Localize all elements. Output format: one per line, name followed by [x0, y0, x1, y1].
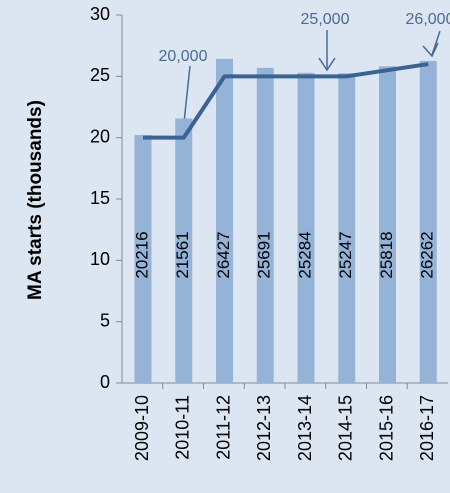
y-tick-label: 10: [90, 249, 110, 269]
x-tick-label: 2016-17: [417, 395, 437, 461]
y-tick-label: 15: [90, 188, 110, 208]
x-tick-label: 2010-11: [173, 395, 193, 460]
line: [143, 62, 429, 140]
x-tick-label: 2015-16: [376, 395, 396, 461]
y-tick-label: 20: [90, 126, 110, 146]
value-label: 25818: [377, 231, 396, 278]
bar: [379, 66, 396, 384]
annotation: 25,000: [301, 11, 350, 28]
annotation: 26,000: [406, 11, 450, 28]
y-tick-label: 0: [100, 372, 110, 392]
y-tick-label: 25: [90, 65, 110, 85]
bar: [216, 58, 233, 384]
bar: [338, 73, 356, 383]
x-tick-label: 2014-15: [336, 395, 356, 461]
bar: [419, 60, 437, 384]
value-label: 25691: [255, 231, 274, 278]
value-label: 25284: [295, 231, 314, 278]
y-axis-label: MA starts (thousands): [25, 100, 46, 300]
x-tick-label: 2012-13: [254, 395, 274, 461]
x-tick-label: 2013-14: [295, 395, 315, 461]
value-label: 21561: [173, 231, 192, 278]
bar: [256, 67, 274, 384]
bar: [297, 72, 315, 383]
value-label: 25247: [336, 231, 355, 278]
value-label: 26427: [214, 231, 233, 278]
arrow: [422, 30, 441, 58]
x-tick-label: 2009-10: [132, 395, 152, 461]
annotation: 20,000: [159, 48, 208, 65]
value-label: 26262: [418, 231, 437, 278]
bar: [134, 135, 152, 383]
x-tick-label: 2011-12: [213, 395, 233, 460]
value-label: 20216: [132, 231, 151, 278]
arrow: [318, 30, 336, 72]
y-tick-label: 30: [90, 4, 110, 24]
bar: [175, 118, 193, 383]
y-tick-label: 5: [100, 310, 110, 330]
